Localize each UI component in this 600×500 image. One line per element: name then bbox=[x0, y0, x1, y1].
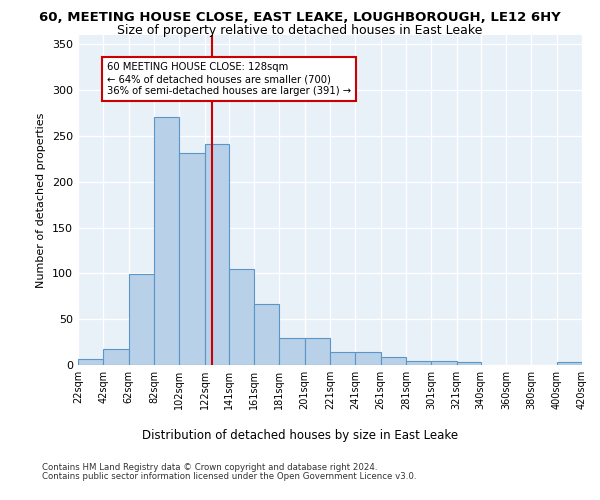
Bar bbox=[179, 153, 205, 365]
Bar bbox=[330, 352, 355, 365]
Text: Size of property relative to detached houses in East Leake: Size of property relative to detached ho… bbox=[118, 24, 482, 37]
Bar bbox=[305, 338, 330, 365]
Bar bbox=[557, 362, 582, 365]
Bar bbox=[128, 274, 154, 365]
Bar bbox=[229, 269, 254, 365]
Bar bbox=[103, 348, 128, 365]
Bar bbox=[78, 358, 103, 365]
Text: Distribution of detached houses by size in East Leake: Distribution of detached houses by size … bbox=[142, 430, 458, 442]
Text: 60, MEETING HOUSE CLOSE, EAST LEAKE, LOUGHBOROUGH, LE12 6HY: 60, MEETING HOUSE CLOSE, EAST LEAKE, LOU… bbox=[39, 11, 561, 24]
Bar bbox=[355, 352, 380, 365]
Bar bbox=[406, 362, 431, 365]
Bar bbox=[431, 362, 457, 365]
Y-axis label: Number of detached properties: Number of detached properties bbox=[37, 112, 46, 288]
Bar bbox=[380, 357, 406, 365]
Text: Contains public sector information licensed under the Open Government Licence v3: Contains public sector information licen… bbox=[42, 472, 416, 481]
Text: 60 MEETING HOUSE CLOSE: 128sqm
← 64% of detached houses are smaller (700)
36% of: 60 MEETING HOUSE CLOSE: 128sqm ← 64% of … bbox=[107, 62, 351, 96]
Bar bbox=[205, 144, 229, 365]
Bar bbox=[457, 362, 481, 365]
Bar bbox=[154, 118, 179, 365]
Bar bbox=[254, 304, 280, 365]
Text: Contains HM Land Registry data © Crown copyright and database right 2024.: Contains HM Land Registry data © Crown c… bbox=[42, 464, 377, 472]
Bar bbox=[280, 338, 305, 365]
